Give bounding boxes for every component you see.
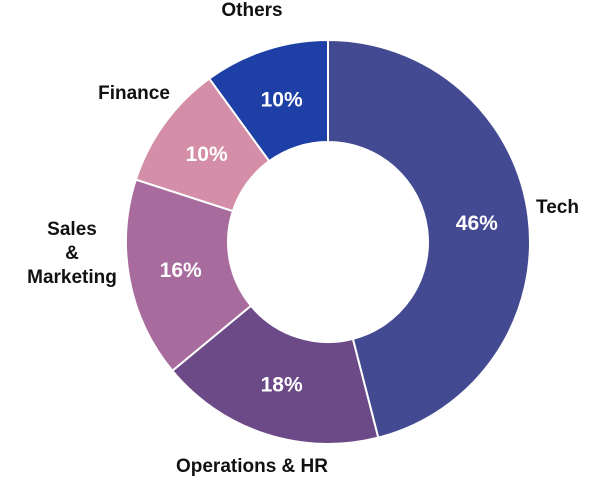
slice-sales-marketing	[125, 178, 253, 373]
value-label: 16%	[160, 259, 202, 282]
category-label-line: Marketing	[27, 267, 117, 288]
category-label: Finance	[98, 83, 170, 104]
category-label-line: &	[65, 243, 79, 264]
value-label: 10%	[186, 143, 228, 166]
category-label: Operations & HR	[176, 456, 328, 477]
value-labels-layer: 46% 18% 16% 10% 10%	[160, 88, 499, 396]
category-label: Others	[221, 0, 282, 21]
value-label: 46%	[456, 212, 498, 235]
category-label-line: Finance	[98, 83, 170, 104]
value-label: 10%	[261, 88, 303, 111]
slices-layer	[125, 38, 531, 445]
value-label: 18%	[261, 374, 303, 397]
category-label-line: Sales	[47, 219, 97, 240]
category-label-line: Tech	[536, 197, 579, 218]
category-label-line: Operations & HR	[176, 456, 328, 477]
category-label-line: Others	[221, 0, 282, 21]
category-labels-layer: Tech Operations & HR Sales & Marketing Financ…	[27, 0, 579, 477]
category-label: Sales & Marketing	[27, 219, 117, 288]
slice-operations-hr	[170, 304, 380, 445]
slice-tech	[327, 38, 531, 439]
category-label: Tech	[536, 197, 579, 218]
slice-others	[207, 38, 329, 163]
